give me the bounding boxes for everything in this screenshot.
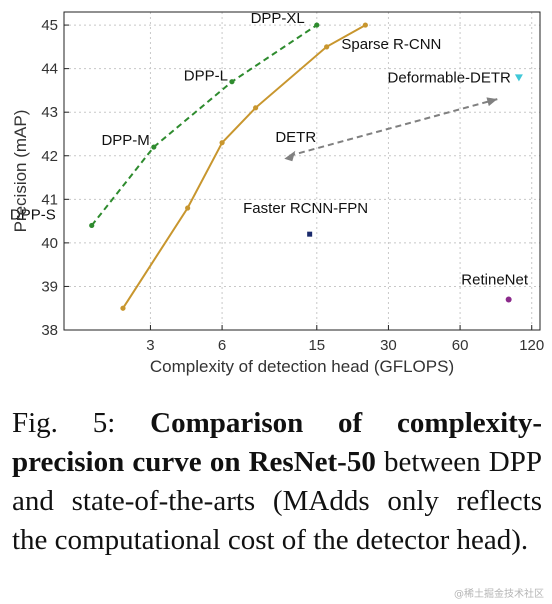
y-tick-label: 44 bbox=[41, 61, 58, 78]
data-marker bbox=[324, 44, 330, 50]
caption-rest-text: between DPP and state-of-the-arts (MAdds… bbox=[12, 446, 542, 556]
y-tick-label: 42 bbox=[41, 148, 58, 165]
data-marker bbox=[505, 296, 512, 303]
arrow-tail bbox=[284, 150, 296, 162]
data-marker bbox=[253, 105, 259, 111]
data-marker bbox=[362, 22, 368, 28]
x-tick-label: 60 bbox=[452, 337, 469, 354]
y-axis-title: Precision (mAP) bbox=[11, 110, 30, 233]
data-marker bbox=[151, 144, 157, 150]
annotation-label: Faster RCNN-FPN bbox=[243, 200, 368, 217]
data-marker bbox=[314, 22, 320, 28]
y-tick-label: 38 bbox=[41, 322, 58, 339]
y-tick-label: 43 bbox=[41, 104, 58, 121]
data-marker bbox=[229, 79, 235, 85]
data-marker bbox=[185, 205, 191, 211]
x-tick-label: 6 bbox=[218, 337, 226, 354]
plot-frame bbox=[63, 11, 541, 331]
series-layer bbox=[89, 22, 523, 311]
x-tick-label: 30 bbox=[380, 337, 397, 354]
figure-caption: Fig. 5: Comparison of complexity-precisi… bbox=[12, 404, 542, 560]
caption-bold-text: Comparison of complexity-precision curve… bbox=[12, 407, 542, 478]
series-line bbox=[122, 24, 366, 309]
y-tick-label: 45 bbox=[41, 17, 58, 34]
y-tick-label: 39 bbox=[41, 278, 58, 295]
x-tick-label: 120 bbox=[519, 337, 544, 354]
caption-fig-label: Fig. 5: bbox=[12, 407, 151, 439]
grid-lines bbox=[64, 12, 540, 331]
watermark: @稀土掘金技术社区 bbox=[454, 589, 544, 600]
annotation-label: Sparse R-CNN bbox=[341, 36, 441, 53]
x-tick-label: 3 bbox=[146, 337, 154, 354]
arrow-head bbox=[486, 97, 498, 107]
data-marker bbox=[89, 222, 95, 229]
data-marker bbox=[120, 305, 126, 311]
annotation-label: DPP-S bbox=[10, 206, 56, 223]
series-line bbox=[90, 24, 318, 227]
annotation-label: Deformable-DETR bbox=[388, 69, 512, 86]
annotation-label: DPP-L bbox=[184, 68, 228, 85]
annotations: DPP-S DPP-M DPP-L DPP-XL Sparse R-CNN DETR Def… bbox=[10, 10, 529, 288]
data-marker bbox=[307, 231, 313, 237]
annotation-label: DPP-M bbox=[101, 132, 149, 149]
data-marker bbox=[514, 74, 523, 82]
y-tick-label: 41 bbox=[41, 191, 58, 208]
annotation-label: DETR bbox=[275, 129, 316, 146]
y-tick-label: 40 bbox=[41, 235, 58, 252]
tick-labels: 38 39 40 41 42 43 44 45 3 6 15 30 60 120 bbox=[41, 17, 544, 354]
x-tick-label: 15 bbox=[308, 337, 325, 354]
annotation-label: RetineNet bbox=[461, 272, 529, 289]
series-line bbox=[289, 98, 498, 157]
x-axis-title: Complexity of detection head (GFLOPS) bbox=[150, 357, 454, 376]
data-marker bbox=[219, 140, 225, 146]
annotation-label: DPP-XL bbox=[251, 10, 305, 27]
